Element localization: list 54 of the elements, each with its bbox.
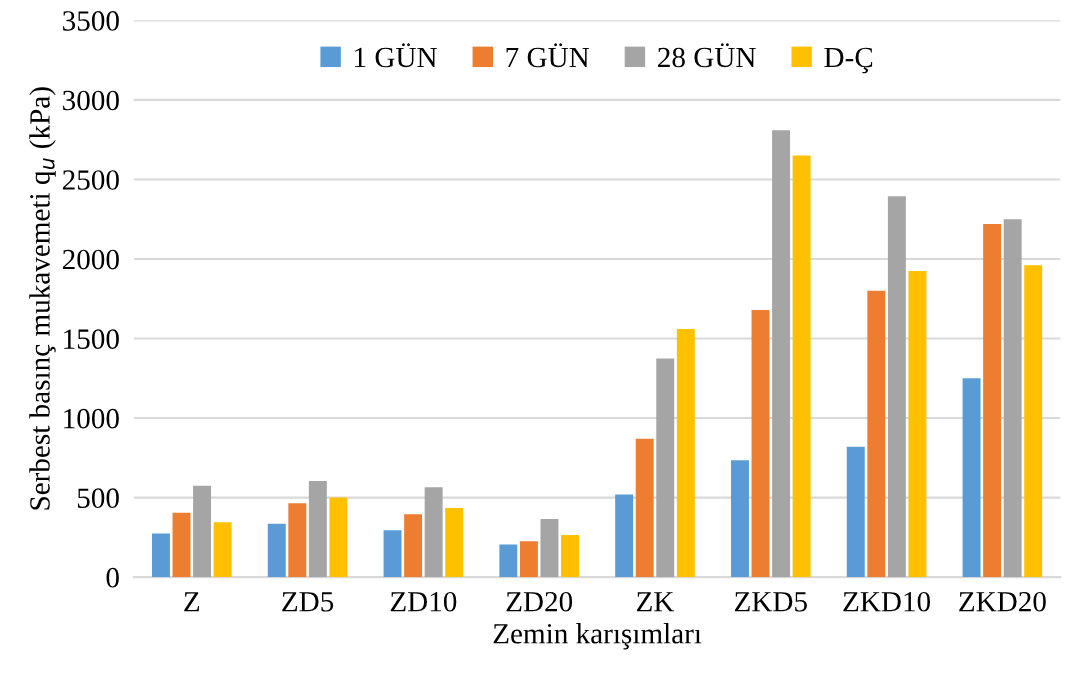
x-tick-label: ZD5 [282, 592, 334, 612]
bar [561, 534, 579, 578]
bar [751, 309, 770, 578]
bar [962, 378, 981, 578]
bar [772, 130, 791, 578]
bar [445, 507, 464, 578]
bar [288, 503, 307, 578]
bar [499, 544, 518, 578]
bar [404, 514, 423, 578]
y-tick-label: 0 [106, 567, 119, 588]
bar [424, 487, 443, 578]
bar [792, 155, 811, 578]
bar [846, 446, 865, 578]
y-tick-label: 3000 [63, 90, 119, 111]
y-tick-label: 2000 [62, 249, 119, 270]
bar [267, 523, 286, 578]
y-tick-label: 3500 [63, 11, 119, 31]
legend-label: 28 GÜN [658, 43, 756, 68]
x-tick-label: ZD20 [506, 591, 573, 612]
bar [635, 438, 654, 578]
bar [1003, 219, 1022, 578]
bar [383, 530, 402, 578]
y-tick-label: 1500 [64, 329, 119, 349]
legend-label: 7 GÜN [506, 43, 590, 68]
bar [519, 541, 538, 578]
bar [308, 480, 327, 578]
bar [908, 270, 927, 578]
y-axis-title: Serbest basınç mukavemeti q$_{u}$ (kPa) [29, 87, 56, 510]
x-tick-label: ZKD5 [734, 592, 807, 612]
x-tick-label: ZD10 [390, 591, 457, 612]
bar [329, 497, 348, 578]
bar [676, 328, 695, 578]
y-tick-label: 500 [77, 488, 119, 509]
bar [730, 460, 749, 578]
bar [983, 223, 1002, 578]
legend-label: 1 GÜN [355, 43, 437, 68]
bar [615, 494, 634, 578]
bar [656, 358, 675, 578]
x-axis-title: Zemin karışımları [493, 623, 702, 650]
x-tick-label: ZKD10 [843, 591, 931, 612]
bar [172, 512, 191, 578]
bar [887, 196, 906, 578]
bar [151, 533, 170, 578]
legend-label: D-Ç [824, 47, 873, 74]
x-tick-label: ZK [636, 592, 675, 612]
x-tick-label: ZKD20 [959, 591, 1046, 612]
bar [1024, 265, 1043, 578]
x-tick-label: Z [184, 592, 200, 612]
bar [540, 519, 559, 578]
bar [213, 522, 232, 578]
y-tick-label: 2500 [62, 170, 119, 190]
y-tick-label: 1000 [64, 408, 119, 429]
bar [867, 290, 886, 578]
bar [193, 485, 212, 578]
